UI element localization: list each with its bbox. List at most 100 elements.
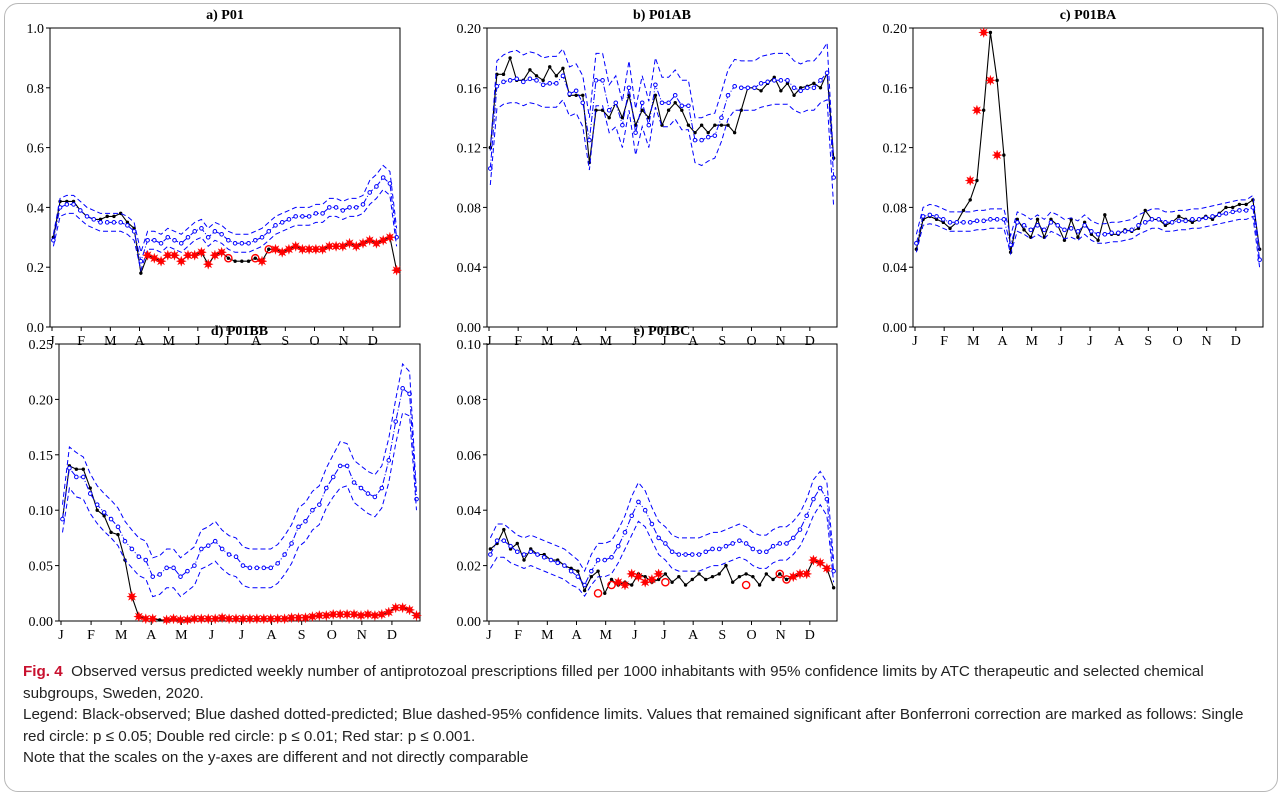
significance-star <box>362 608 374 620</box>
significance-star <box>984 74 996 86</box>
observed-point <box>934 217 939 222</box>
predicted-point <box>185 235 191 240</box>
observed-point <box>1089 232 1094 237</box>
observed-point <box>697 572 701 576</box>
significance-star <box>619 579 631 591</box>
significance-star <box>344 237 355 249</box>
x-tick-label: A <box>571 334 582 349</box>
predicted-point <box>817 485 823 491</box>
predicted-point <box>669 549 675 555</box>
y-tick-label: 0.16 <box>457 82 482 97</box>
predicted-point <box>710 546 715 552</box>
predicted-point <box>393 419 399 424</box>
predicted-point <box>784 541 789 546</box>
significance-circle <box>661 577 670 587</box>
predicted-point <box>778 78 784 83</box>
observed-point <box>771 577 775 582</box>
chart-panel-2: b) P01AB 0.00 0.04 0.08 0.12 0.16 0.20 J F M A M J J A… <box>457 8 838 349</box>
predicted-point <box>676 552 682 557</box>
chart-title: d) P01BB <box>211 324 268 339</box>
y-tick-label: 0.10 <box>29 504 54 519</box>
observed-point <box>541 78 545 83</box>
predicted-point <box>743 541 749 546</box>
observed-point <box>1022 228 1026 232</box>
observed-point <box>704 577 708 582</box>
predicted-point <box>98 220 103 225</box>
predicted-point <box>320 211 325 216</box>
predicted-point <box>171 565 176 571</box>
significance-star <box>175 255 187 267</box>
predicted-point <box>380 175 386 180</box>
predicted-point <box>811 85 817 91</box>
significance-star <box>404 604 416 616</box>
observed-point <box>1062 238 1067 242</box>
predicted-point <box>1163 220 1168 225</box>
significance-star <box>348 608 360 620</box>
predicted-point <box>74 474 79 480</box>
predicted-point <box>689 552 695 557</box>
predicted-point <box>927 212 933 218</box>
predicted-point <box>212 229 218 234</box>
observed-point <box>1002 153 1006 157</box>
predicted-point <box>1149 217 1155 222</box>
significance-star <box>270 243 281 255</box>
predicted-point <box>247 565 253 571</box>
significance-star <box>155 255 167 267</box>
predicted-point <box>111 220 117 225</box>
predicted-point <box>622 530 628 535</box>
observed-point <box>240 259 244 263</box>
predicted-point <box>1001 217 1007 222</box>
y-tick-label: 0.16 <box>883 82 908 97</box>
observed-point <box>988 30 993 35</box>
predicted-point <box>580 100 586 106</box>
significance-star <box>411 610 422 621</box>
y-tick-label: 0.12 <box>457 142 482 157</box>
x-tick-label: F <box>87 628 95 643</box>
y-tick-label: 0.2 <box>27 261 45 276</box>
series-predicted-line <box>62 387 417 578</box>
predicted-point <box>615 543 621 549</box>
x-tick-label: S <box>298 628 306 643</box>
observed-point <box>581 93 585 97</box>
predicted-point <box>712 133 718 138</box>
observed-point <box>1096 238 1100 242</box>
series-lower-95-line <box>489 98 835 208</box>
predicted-point <box>286 217 292 222</box>
observed-point <box>975 178 979 183</box>
y-tick-label: 0.02 <box>457 560 482 575</box>
observed-point <box>1082 220 1087 225</box>
series-predicted-line <box>489 487 835 586</box>
y-tick-label: 0.08 <box>457 201 482 216</box>
x-tick-label: D <box>368 334 378 349</box>
y-tick-label: 1.0 <box>27 22 45 37</box>
predicted-point <box>1237 208 1242 213</box>
predicted-point <box>1015 220 1020 225</box>
x-tick-label: J <box>661 334 667 349</box>
observed-point <box>534 74 539 78</box>
figure-caption: Fig. 4 Observed versus predicted weekly … <box>23 661 1263 769</box>
significance-star <box>181 614 193 626</box>
predicted-point <box>656 535 661 541</box>
predicted-point <box>306 214 312 219</box>
predicted-point <box>192 563 197 568</box>
significance-star <box>251 613 263 625</box>
predicted-point <box>716 546 722 552</box>
predicted-point <box>367 190 373 195</box>
observed-point <box>640 108 644 112</box>
significance-circle <box>593 589 603 598</box>
observed-point <box>1103 213 1107 217</box>
charts-canvas: a) P01 0.0 0.2 0.4 0.6 0.8 1.0 J F M A M J J A S O N Db) P… <box>27 8 1264 643</box>
predicted-point <box>1075 229 1081 234</box>
predicted-point <box>219 546 225 552</box>
predicted-point <box>940 217 946 222</box>
x-tick-label: D <box>387 628 397 643</box>
predicted-point <box>758 81 764 86</box>
predicted-point <box>494 84 500 89</box>
observed-point <box>71 199 76 204</box>
observed-point <box>1136 226 1141 231</box>
significance-star <box>244 613 256 625</box>
observed-point <box>778 572 782 576</box>
observed-point <box>109 530 113 535</box>
observed-point <box>157 618 162 622</box>
x-tick-label: N <box>339 334 349 349</box>
